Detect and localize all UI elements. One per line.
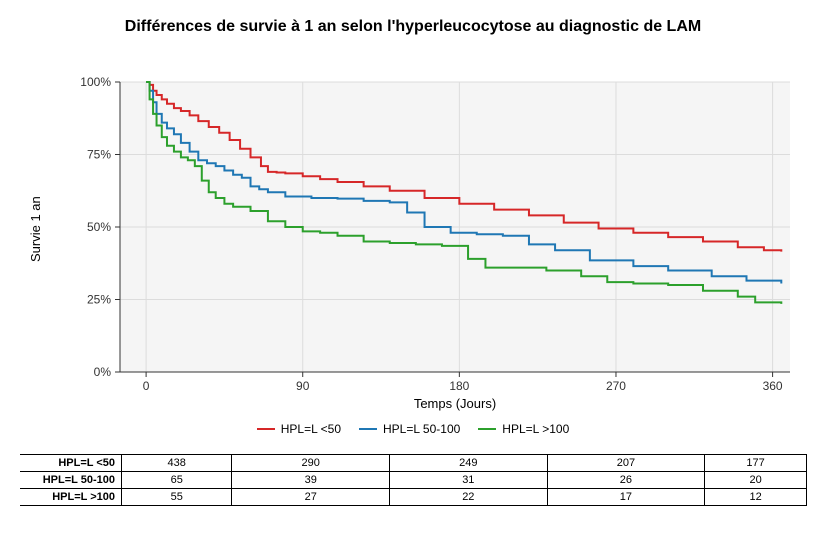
svg-text:100%: 100% xyxy=(80,75,111,89)
risk-cell: 39 xyxy=(232,472,390,489)
chart-svg: 0 90 180 270 360 0% 25% 50% 75% 100% xyxy=(0,0,826,420)
legend-item: HPL=L >100 xyxy=(478,422,569,436)
legend-item: HPL=L 50-100 xyxy=(359,422,460,436)
risk-cell: 438 xyxy=(122,455,232,472)
risk-row-label: HPL=L >100 xyxy=(20,489,122,506)
figure-container: { "title": "Différences de survie à 1 an… xyxy=(0,0,826,552)
legend-swatch xyxy=(257,428,275,430)
svg-text:75%: 75% xyxy=(87,148,111,162)
svg-text:90: 90 xyxy=(296,379,310,393)
legend-swatch xyxy=(359,428,377,430)
svg-text:360: 360 xyxy=(763,379,783,393)
svg-text:270: 270 xyxy=(606,379,626,393)
risk-row-label: HPL=L <50 xyxy=(20,455,122,472)
risk-cell: 22 xyxy=(390,489,548,506)
risk-cell: 207 xyxy=(547,455,705,472)
risk-cell: 12 xyxy=(705,489,807,506)
legend-swatch xyxy=(478,428,496,430)
x-axis-label: Temps (Jours) xyxy=(120,396,790,411)
risk-cell: 65 xyxy=(122,472,232,489)
risk-cell: 27 xyxy=(232,489,390,506)
risk-cell: 177 xyxy=(705,455,807,472)
risk-row-label: HPL=L 50-100 xyxy=(20,472,122,489)
svg-text:0%: 0% xyxy=(94,365,112,379)
risk-cell: 249 xyxy=(390,455,548,472)
risk-cell: 55 xyxy=(122,489,232,506)
risk-table: HPL=L <50438290249207177 HPL=L 50-1006539… xyxy=(20,454,807,506)
legend-label: HPL=L 50-100 xyxy=(383,422,460,436)
risk-cell: 17 xyxy=(547,489,705,506)
svg-text:25%: 25% xyxy=(87,293,111,307)
svg-text:0: 0 xyxy=(143,379,150,393)
risk-cell: 31 xyxy=(390,472,548,489)
svg-text:180: 180 xyxy=(449,379,469,393)
y-axis-label: Survie 1 an xyxy=(28,196,43,262)
risk-cell: 26 xyxy=(547,472,705,489)
legend-label: HPL=L <50 xyxy=(281,422,341,436)
legend: HPL=L <50 HPL=L 50-100 HPL=L >100 xyxy=(0,422,826,436)
legend-item: HPL=L <50 xyxy=(257,422,341,436)
svg-text:50%: 50% xyxy=(87,220,111,234)
risk-cell: 20 xyxy=(705,472,807,489)
legend-label: HPL=L >100 xyxy=(502,422,569,436)
risk-cell: 290 xyxy=(232,455,390,472)
